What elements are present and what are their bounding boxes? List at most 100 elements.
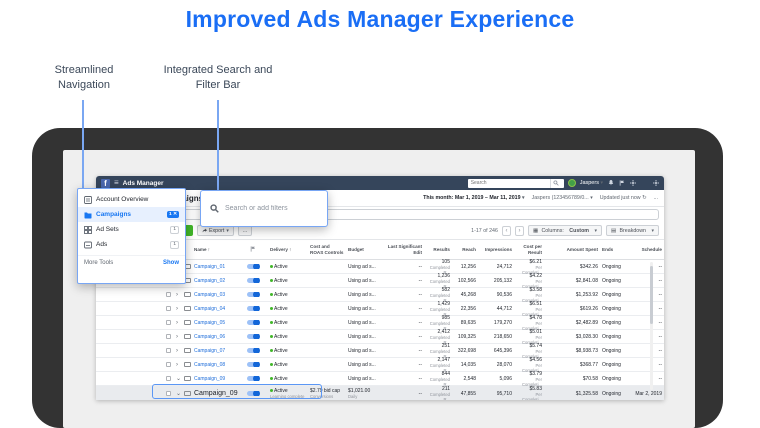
row-checkbox[interactable] xyxy=(166,334,171,339)
campaign-name-link[interactable]: Campaign_04 xyxy=(194,305,226,312)
header-results[interactable]: Results xyxy=(433,246,450,252)
next-page-button[interactable]: › xyxy=(514,225,524,236)
nav-item-account-overview[interactable]: Account Overview xyxy=(78,192,185,207)
cell-toggle[interactable] xyxy=(238,306,268,311)
chevron-down-icon[interactable]: ⌄ xyxy=(176,390,182,397)
cell-name[interactable]: Campaign_01 xyxy=(192,264,238,270)
chevron-right-icon[interactable]: › xyxy=(176,319,178,326)
search-icon[interactable] xyxy=(549,178,562,188)
refresh-icon[interactable]: ↻ xyxy=(642,195,647,201)
row-checkbox[interactable] xyxy=(166,362,171,367)
columns-button[interactable]: ▦ Columns: Custom ▾ xyxy=(527,225,603,236)
campaign-toggle[interactable] xyxy=(247,348,260,353)
cell-check[interactable] xyxy=(164,362,174,367)
cell-name[interactable]: Campaign_02 xyxy=(192,278,238,284)
more-options-button[interactable]: ... xyxy=(653,195,658,201)
campaign-name-link[interactable]: Campaign_06 xyxy=(194,333,226,340)
table-row[interactable]: › Campaign_05 Active Using ad s... -- 985 Comp… xyxy=(96,315,664,331)
breakdown-button[interactable]: ▤ Breakdown ▾ xyxy=(606,225,659,236)
cell-toggle[interactable] xyxy=(238,292,268,297)
campaign-name-link[interactable]: Campaign_09 xyxy=(194,390,238,397)
global-search-input[interactable] xyxy=(467,180,550,186)
row-checkbox[interactable] xyxy=(166,376,171,381)
header-delivery[interactable]: Delivery ↑ xyxy=(270,246,292,252)
search-filters-input[interactable] xyxy=(225,205,318,212)
row-checkbox[interactable] xyxy=(166,306,171,311)
notifications-bell-icon[interactable] xyxy=(607,180,614,187)
chevron-right-icon[interactable]: › xyxy=(176,347,178,354)
scrollbar-track[interactable] xyxy=(650,262,653,390)
table-row[interactable]: ⌄ Campaign_09 Active Using ad s... -- 844 Comp… xyxy=(96,371,664,387)
header-budget[interactable]: Budget xyxy=(348,246,364,252)
campaign-toggle[interactable] xyxy=(247,376,260,381)
cell-name[interactable]: Campaign_07 xyxy=(192,348,238,354)
nav-item-ads[interactable]: Ads 1 xyxy=(78,237,185,252)
cell-check[interactable] xyxy=(164,292,174,297)
header-name[interactable]: Name ↑ xyxy=(194,246,211,252)
row-checkbox[interactable] xyxy=(166,348,171,353)
header-impressions[interactable]: Impressions xyxy=(484,246,512,252)
chevron-right-icon[interactable]: › xyxy=(176,291,178,298)
campaign-toggle[interactable] xyxy=(247,306,260,311)
hamburger-menu-icon[interactable]: ≡ xyxy=(114,178,119,187)
nav-item-campaigns[interactable]: Campaigns 1 ✕ xyxy=(78,207,185,222)
user-avatar[interactable] xyxy=(567,179,576,187)
row-checkbox[interactable] xyxy=(166,320,171,325)
integrated-search-filter-bar[interactable] xyxy=(200,190,328,227)
more-tools-link[interactable]: More Tools xyxy=(84,260,114,266)
global-search-box[interactable] xyxy=(467,178,564,188)
header-ends[interactable]: Ends xyxy=(602,246,614,252)
campaign-name-link[interactable]: Campaign_01 xyxy=(194,263,226,270)
header-schedule[interactable]: Schedule xyxy=(641,246,662,252)
campaign-toggle[interactable] xyxy=(247,391,260,396)
campaign-name-link[interactable]: Campaign_05 xyxy=(194,319,226,326)
cell-name[interactable]: Campaign_05 xyxy=(192,320,238,326)
campaigns-filter-badge[interactable]: 1 ✕ xyxy=(166,211,179,218)
selected-campaign-row[interactable]: ⌄ Campaign_09 Active Learning complete $2.79… xyxy=(96,386,664,400)
settings-gear-icon[interactable] xyxy=(629,180,636,187)
campaign-name-link[interactable]: Campaign_09 xyxy=(194,375,226,382)
cell-check[interactable] xyxy=(164,306,174,311)
campaign-toggle[interactable] xyxy=(247,334,260,339)
cell-name[interactable]: Campaign_04 xyxy=(192,306,238,312)
flag-icon[interactable] xyxy=(618,180,625,187)
prev-page-button[interactable]: ‹ xyxy=(501,225,511,236)
cell-toggle[interactable] xyxy=(238,376,268,381)
cell-check[interactable] xyxy=(164,376,174,381)
campaign-toggle[interactable] xyxy=(247,278,260,283)
cell-check[interactable] xyxy=(164,348,174,353)
campaign-toggle[interactable] xyxy=(247,264,260,269)
campaign-name-link[interactable]: Campaign_03 xyxy=(194,291,226,298)
table-row[interactable]: › Campaign_07 Active Using ad s... -- 251 Comp… xyxy=(96,343,664,359)
table-row[interactable]: › Campaign_08 Active Using ad s... -- 2,147 Co… xyxy=(96,357,664,373)
chevron-right-icon[interactable]: › xyxy=(176,333,178,340)
cell-name[interactable]: Campaign_09 xyxy=(192,390,238,397)
campaign-name-link[interactable]: Campaign_08 xyxy=(194,361,226,368)
header-reach[interactable]: Reach xyxy=(462,246,476,252)
cell-toggle[interactable] xyxy=(238,391,268,396)
cell-name[interactable]: Campaign_08 xyxy=(192,362,238,368)
chevron-right-icon[interactable]: › xyxy=(176,305,178,312)
scrollbar-thumb[interactable] xyxy=(650,266,653,324)
campaign-toggle[interactable] xyxy=(247,362,260,367)
cell-check[interactable] xyxy=(164,391,174,396)
header-roas[interactable]: Cost and ROAS Controls xyxy=(310,244,344,255)
user-menu[interactable]: Jaspers ▾ xyxy=(579,180,603,186)
chevron-down-icon[interactable]: ⌄ xyxy=(176,375,182,382)
cell-name[interactable]: Campaign_06 xyxy=(192,334,238,340)
chevron-right-icon[interactable]: › xyxy=(176,361,178,368)
help-gear-icon[interactable] xyxy=(652,180,659,187)
cell-toggle[interactable] xyxy=(238,334,268,339)
account-selector[interactable]: Jaspers (123456789/0... ▾ xyxy=(531,195,593,201)
nav-item-ad-sets[interactable]: Ad Sets 1 xyxy=(78,222,185,237)
cell-name[interactable]: Campaign_03 xyxy=(192,292,238,298)
campaign-toggle[interactable] xyxy=(247,292,260,297)
table-row[interactable]: › Campaign_06 Active Using ad s... -- 2,412 Co… xyxy=(96,329,664,345)
table-row[interactable]: › Campaign_03 Active Using ad s... -- 582 Comp… xyxy=(96,287,664,303)
cell-check[interactable] xyxy=(164,334,174,339)
cell-toggle[interactable] xyxy=(238,348,268,353)
cell-toggle[interactable] xyxy=(238,264,268,269)
cell-check[interactable] xyxy=(164,320,174,325)
